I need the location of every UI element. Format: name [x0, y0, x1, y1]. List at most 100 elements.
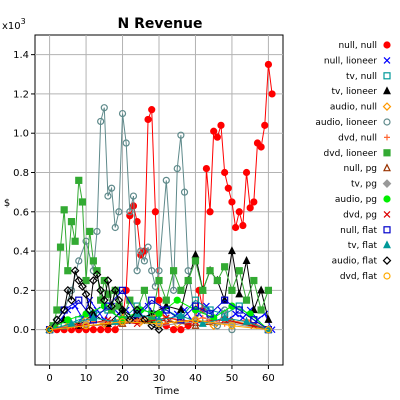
- series-dvd-flat: [45, 316, 273, 334]
- data-point: [82, 276, 90, 285]
- data-point: [92, 270, 102, 279]
- axis-ticks: 0 10 20 30 40 50 60 0.0 0.2 0.4 0.6 0.8 1.0 1.2 1.4: [13, 50, 275, 384]
- data-point: [232, 310, 240, 318]
- data-point: [148, 296, 156, 304]
- x-tick-label: 40: [189, 373, 202, 384]
- legend-item: audio, null: [330, 102, 392, 113]
- data-point: [169, 267, 178, 275]
- data-point: [184, 267, 192, 275]
- data-point: [221, 306, 229, 314]
- data-point: [257, 285, 266, 294]
- data-point: [221, 263, 229, 271]
- data-point: [53, 306, 61, 314]
- data-point: [221, 168, 229, 177]
- data-point: [97, 326, 105, 334]
- x-tick-label: 50: [226, 373, 239, 384]
- data-point: [162, 296, 170, 304]
- data-point: [210, 127, 218, 135]
- data-point: [74, 276, 84, 285]
- data-point: [250, 276, 258, 285]
- data-point: [136, 317, 146, 327]
- legend-item: audio, lioneer: [315, 118, 391, 128]
- data-point: [71, 237, 79, 245]
- data-point: [75, 322, 83, 330]
- legend-item: dvd, flat: [340, 272, 391, 282]
- data-point: [81, 289, 91, 299]
- y-tick-label: 0.4: [13, 247, 29, 258]
- legend-marker: [384, 134, 390, 141]
- legend-label: null, pg: [343, 164, 377, 174]
- data-point: [133, 267, 141, 275]
- legend-marker: [383, 72, 391, 80]
- data-point: [228, 322, 236, 330]
- data-point: [180, 188, 189, 196]
- y-tick-label: 0.0: [13, 325, 29, 336]
- data-point: [104, 302, 112, 310]
- x-tick-label: 60: [262, 373, 275, 384]
- data-point: [67, 286, 76, 294]
- data-point: [264, 326, 273, 334]
- legend: null, null null, lioneer tv, null tv, lione…: [315, 41, 392, 282]
- legend-item: tv, pg: [351, 179, 392, 190]
- data-point: [140, 257, 149, 265]
- data-point: [122, 286, 130, 294]
- y-axis-multiplier-base: x10: [2, 21, 21, 32]
- legend-label: tv, lioneer: [331, 87, 377, 97]
- y-axis-multiplier: x103: [2, 17, 26, 32]
- legend-label: audio, lioneer: [315, 118, 377, 128]
- data-point: [228, 198, 236, 206]
- data-point: [213, 133, 221, 141]
- legend-label: null, null: [338, 41, 377, 51]
- data-point: [155, 276, 163, 285]
- legend-marker: [383, 226, 391, 234]
- data-point: [177, 131, 185, 139]
- data-point: [52, 315, 62, 325]
- data-point: [99, 295, 109, 305]
- data-point: [132, 305, 142, 315]
- data-point: [125, 315, 135, 325]
- data-point: [191, 320, 200, 329]
- data-point: [191, 257, 200, 265]
- data-point: [221, 296, 229, 304]
- legend-marker: [383, 210, 391, 218]
- data-point: [162, 314, 170, 322]
- legend-item: null, flat: [340, 226, 391, 236]
- legend-item: dvd, pg: [343, 210, 391, 220]
- data-point: [133, 218, 141, 226]
- data-point: [67, 318, 76, 327]
- legend-marker: [383, 118, 391, 126]
- data-point: [89, 313, 98, 321]
- data-point: [78, 282, 87, 291]
- y-tick-label: 0.2: [13, 286, 29, 297]
- y-tick-label: 1.0: [13, 129, 29, 140]
- data-point: [199, 286, 207, 294]
- x-tick-label: 10: [80, 373, 93, 384]
- data-point: [89, 326, 97, 334]
- data-point: [213, 276, 221, 285]
- data-point: [67, 218, 76, 226]
- data-point: [217, 121, 225, 129]
- data-point: [104, 316, 112, 324]
- legend-label: dvd, flat: [340, 272, 378, 282]
- data-point: [111, 223, 119, 232]
- data-point: [70, 266, 80, 276]
- legend-label: tv, pg: [351, 180, 377, 190]
- data-point: [115, 208, 123, 216]
- legend-label: audio, flat: [332, 257, 378, 267]
- legend-label: null, lioneer: [324, 56, 377, 66]
- data-point: [246, 204, 254, 212]
- data-point: [264, 314, 273, 323]
- data-point: [235, 289, 244, 298]
- data-point: [151, 208, 159, 216]
- data-point: [177, 326, 185, 334]
- data-point: [137, 247, 145, 255]
- data-point: [268, 90, 276, 98]
- y-tick-label: 1.4: [13, 50, 29, 61]
- data-point: [242, 256, 251, 264]
- data-point: [227, 246, 236, 255]
- data-point: [198, 318, 207, 327]
- legend-marker: [383, 41, 391, 49]
- series-layer: [45, 60, 276, 334]
- chart-title: N Revenue: [118, 16, 203, 32]
- legend-item: tv, flat: [348, 240, 391, 251]
